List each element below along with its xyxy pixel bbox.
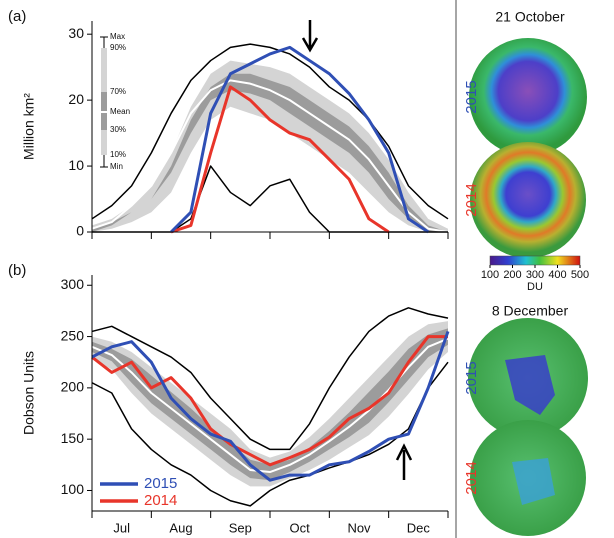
colorbar-tick-label: 200 xyxy=(503,269,521,281)
ozone-map xyxy=(469,38,587,156)
panel-label: (b) xyxy=(8,262,26,279)
ozone-map xyxy=(470,142,586,258)
colorbar-tick-label: 100 xyxy=(481,269,499,281)
plot: 100 150 200 250 300 Jul Aug Sep Oct Nov Dec (b) Dobs… xyxy=(8,262,450,535)
year-line xyxy=(170,85,390,234)
colorbar xyxy=(489,255,581,266)
map-date: 8 December xyxy=(492,303,569,319)
y-tick-label: 30 xyxy=(68,25,84,41)
legend-label: 30% xyxy=(110,125,126,134)
y-tick-label: 100 xyxy=(61,481,85,497)
plot: 0 10 20 30 (a) Million km² Max 90% 70% Mean 30% 10%… xyxy=(8,8,449,239)
legend-label: Max xyxy=(110,32,125,41)
map-year: 2015 xyxy=(463,361,480,394)
x-tick-label: Nov xyxy=(347,520,371,535)
legend-label: 10% xyxy=(110,150,126,159)
arrow xyxy=(301,20,319,53)
percentile-band xyxy=(92,328,448,481)
year-line xyxy=(170,45,430,234)
y-tick-label: 20 xyxy=(68,91,84,107)
y-axis-label: Dobson Units xyxy=(21,351,37,435)
colorbar-label: DU xyxy=(527,281,543,293)
extreme-line xyxy=(91,307,449,451)
legend-label: 90% xyxy=(110,43,126,52)
x-tick-label: Dec xyxy=(407,520,431,535)
extreme-line xyxy=(91,43,449,220)
y-tick-label: 300 xyxy=(61,276,85,292)
x-tick-label: Oct xyxy=(290,520,311,535)
plots: 0 10 20 30 (a) Million km² Max 90% 70% Mean 30% 10%… xyxy=(8,8,450,535)
map-year: 2014 xyxy=(463,183,480,216)
legend-label: Mean xyxy=(110,107,130,116)
x-tick-label: Aug xyxy=(169,520,192,535)
map-date: 21 October xyxy=(495,9,565,25)
y-tick-label: 0 xyxy=(76,223,84,239)
legend-label: 2015 xyxy=(144,475,177,492)
y-axis-label: Million km² xyxy=(21,93,37,160)
percentile-key: Max 90% 70% Mean 30% 10% Min xyxy=(100,32,130,171)
y-tick-label: 200 xyxy=(61,379,85,395)
y-tick-label: 250 xyxy=(61,327,85,343)
y-tick-label: 10 xyxy=(68,157,84,173)
map-year: 2015 xyxy=(463,80,480,113)
year-line xyxy=(91,330,450,482)
year-line xyxy=(91,335,448,467)
panel-label: (a) xyxy=(8,8,26,25)
legend-label: 2014 xyxy=(144,492,177,509)
colorbar-tick-label: 400 xyxy=(548,269,566,281)
legend-label: Min xyxy=(110,162,123,171)
map-year: 2014 xyxy=(463,461,480,494)
mean-line xyxy=(91,79,449,233)
ozone-hole xyxy=(512,458,555,505)
x-tick-label: Jul xyxy=(113,520,130,535)
colorbar-tick-label: 500 xyxy=(571,269,589,281)
ozone-hole xyxy=(505,355,555,415)
mean-line xyxy=(91,337,449,474)
colorbar-tick-label: 300 xyxy=(526,269,544,281)
x-tick-label: Sep xyxy=(229,520,252,535)
percentile-band xyxy=(92,321,448,487)
y-tick-label: 150 xyxy=(61,430,85,446)
legend-label: 70% xyxy=(110,87,126,96)
extreme-line xyxy=(91,361,449,507)
arrow xyxy=(395,443,413,480)
